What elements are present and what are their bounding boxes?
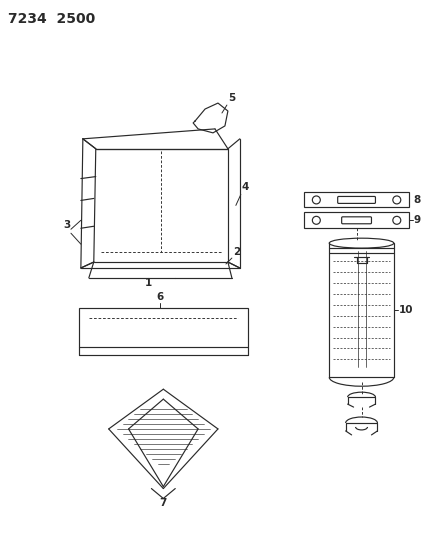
Text: 7234  2500: 7234 2500 bbox=[8, 12, 95, 26]
Text: 3: 3 bbox=[63, 220, 70, 230]
Text: 7: 7 bbox=[160, 498, 167, 508]
Text: 10: 10 bbox=[399, 305, 413, 315]
Text: 1: 1 bbox=[145, 278, 152, 288]
Text: 9: 9 bbox=[414, 215, 421, 225]
Bar bbox=[304, 192, 409, 207]
Text: 8: 8 bbox=[414, 195, 421, 205]
Text: 2: 2 bbox=[233, 247, 240, 257]
Bar bbox=[304, 212, 409, 228]
Bar bbox=[79, 308, 248, 348]
Text: 6: 6 bbox=[157, 292, 164, 302]
Text: 5: 5 bbox=[228, 93, 235, 103]
Text: 4: 4 bbox=[242, 182, 249, 192]
